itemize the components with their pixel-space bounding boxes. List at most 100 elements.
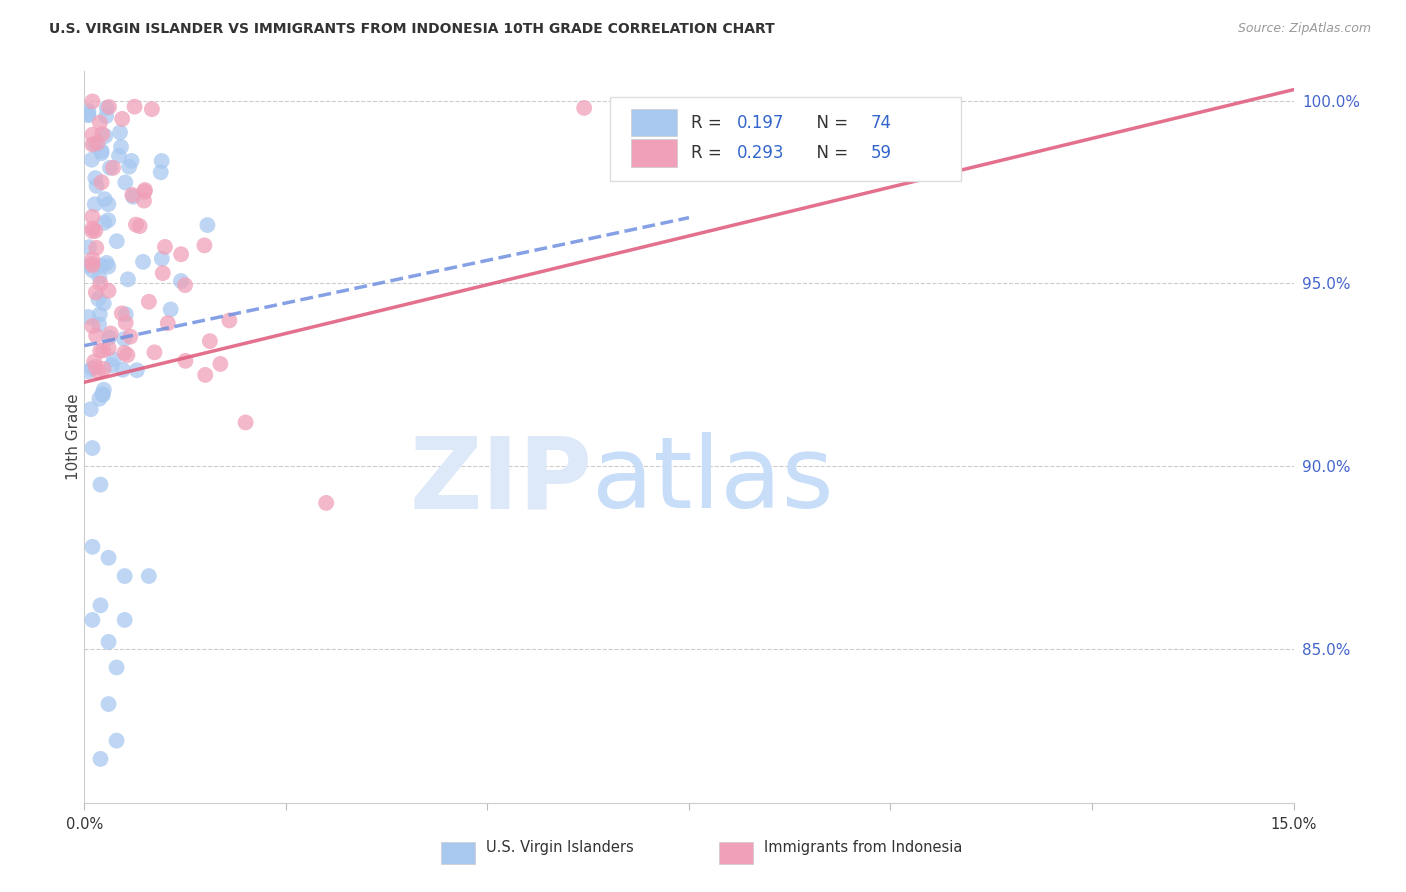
Point <box>121 153 143 168</box>
Point <box>82 441 104 455</box>
Point <box>170 274 193 288</box>
Point <box>218 313 240 327</box>
Point <box>86 178 108 193</box>
Point <box>121 187 143 202</box>
Point <box>82 95 104 109</box>
Point <box>82 613 104 627</box>
Point <box>91 387 114 401</box>
Text: Source: ZipAtlas.com: Source: ZipAtlas.com <box>1237 22 1371 36</box>
Point <box>111 363 134 377</box>
Point <box>97 213 120 227</box>
Point <box>125 218 148 232</box>
Point <box>198 334 221 348</box>
Point <box>138 569 160 583</box>
Point <box>93 383 115 397</box>
Point <box>193 238 215 252</box>
Text: 59: 59 <box>870 145 891 162</box>
Point <box>96 101 118 115</box>
Point <box>97 697 120 711</box>
Point <box>174 278 197 293</box>
Point <box>89 392 111 406</box>
Point <box>84 224 107 238</box>
Point <box>114 316 136 330</box>
Text: ZIP: ZIP <box>409 433 592 530</box>
Point <box>98 100 121 114</box>
Point <box>84 241 107 255</box>
Point <box>82 540 104 554</box>
Point <box>128 219 150 234</box>
Point <box>77 103 100 118</box>
Point <box>98 161 121 175</box>
Point <box>77 107 100 121</box>
Point <box>132 194 155 208</box>
Text: U.S. VIRGIN ISLANDER VS IMMIGRANTS FROM INDONESIA 10TH GRADE CORRELATION CHART: U.S. VIRGIN ISLANDER VS IMMIGRANTS FROM … <box>49 22 775 37</box>
Point <box>93 192 115 206</box>
Point <box>94 129 117 144</box>
Point <box>124 100 146 114</box>
Point <box>105 733 128 747</box>
Point <box>149 165 172 179</box>
Point <box>91 259 114 273</box>
Point <box>82 361 104 376</box>
Point <box>97 550 120 565</box>
Point <box>83 354 105 368</box>
Point <box>97 197 120 211</box>
Point <box>91 127 114 141</box>
Point <box>87 318 110 332</box>
Text: N =: N = <box>806 113 853 131</box>
Point <box>156 316 179 330</box>
Point <box>89 599 111 613</box>
Point <box>82 128 104 142</box>
Point <box>194 368 217 382</box>
Point <box>114 307 136 321</box>
Point <box>77 108 100 122</box>
Point <box>97 284 120 298</box>
Text: R =: R = <box>692 113 727 131</box>
Point <box>82 252 104 266</box>
Text: atlas: atlas <box>592 433 834 530</box>
Point <box>82 210 104 224</box>
Text: U.S. Virgin Islanders: U.S. Virgin Islanders <box>486 840 634 855</box>
Bar <box>631 109 676 136</box>
Point <box>82 137 104 152</box>
Point <box>100 358 122 372</box>
Point <box>82 319 104 334</box>
Point <box>97 635 120 649</box>
Point <box>80 402 103 417</box>
Point <box>98 330 121 344</box>
Point <box>152 266 174 280</box>
Point <box>96 256 118 270</box>
Point <box>150 153 173 168</box>
Point <box>150 252 173 266</box>
Point <box>138 294 160 309</box>
Point <box>197 218 219 232</box>
Point <box>77 240 100 254</box>
FancyBboxPatch shape <box>610 97 962 181</box>
Point <box>143 345 166 359</box>
Point <box>132 255 155 269</box>
Point <box>77 259 100 273</box>
Text: R =: R = <box>692 145 727 162</box>
Point <box>134 185 156 199</box>
Point <box>141 102 163 116</box>
Point <box>117 272 139 286</box>
Point <box>87 365 110 379</box>
Point <box>89 752 111 766</box>
Point <box>84 171 107 186</box>
Point <box>93 362 115 376</box>
Text: Immigrants from Indonesia: Immigrants from Indonesia <box>763 840 962 855</box>
Point <box>93 296 115 310</box>
Point <box>87 292 110 306</box>
Text: 0.293: 0.293 <box>737 145 785 162</box>
Point <box>84 285 107 300</box>
Point <box>112 346 135 360</box>
Point <box>83 197 105 211</box>
Point <box>103 352 125 367</box>
Point <box>90 175 112 189</box>
Point <box>111 112 134 126</box>
Point <box>91 388 114 402</box>
Point <box>122 190 145 204</box>
Bar <box>631 139 676 167</box>
Text: 0.197: 0.197 <box>737 113 785 131</box>
Point <box>105 234 128 248</box>
